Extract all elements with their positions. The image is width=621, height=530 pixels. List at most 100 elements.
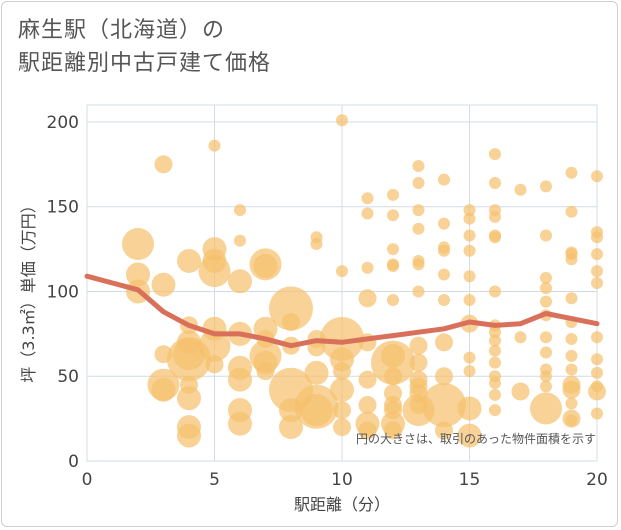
chart-title-line-2: 駅距離別中古戸建て価格 [18, 51, 272, 76]
bubble-point [565, 253, 578, 266]
bubble-point [177, 423, 201, 448]
bubble-point [489, 404, 501, 417]
bubble-point [463, 270, 476, 283]
bubble-point [228, 367, 252, 392]
bubble-point [333, 418, 351, 437]
bubble-point [463, 365, 476, 378]
bubble-point [438, 293, 450, 306]
bubble-point [489, 231, 501, 244]
bubble-point [384, 367, 402, 386]
bubble-point [371, 340, 415, 385]
bubble-point [438, 173, 450, 186]
x-axis-title: 駅距離（分） [294, 495, 390, 514]
bubble-point [310, 238, 323, 251]
x-tick-label: 0 [82, 470, 93, 490]
bubble-point [435, 367, 453, 386]
bubble-point [511, 382, 530, 401]
bubble-point [489, 344, 501, 357]
bubble-point [457, 396, 482, 421]
bubble-point [198, 329, 231, 362]
bubble-point [282, 312, 300, 331]
bubble-point [457, 423, 482, 448]
bubble-point [435, 421, 453, 440]
bubble-point [591, 407, 603, 420]
bubble-point [253, 254, 278, 279]
bubble-point [256, 362, 275, 381]
bubble-point [228, 269, 252, 294]
bubble-point [387, 188, 399, 201]
bubble-point [565, 363, 578, 376]
bubble-point [463, 351, 476, 364]
average-price-line [84, 273, 600, 349]
bubble-point [177, 386, 201, 411]
bubble-point [489, 285, 501, 298]
bubble-point [540, 331, 552, 344]
bubble-point [588, 382, 606, 401]
bubble-point [412, 176, 425, 189]
bubble-point [591, 353, 603, 366]
bubble-point [234, 204, 246, 217]
bubble-point [208, 139, 221, 152]
bubble-point [565, 166, 578, 179]
chart-title-line-1: 麻生駅（北海道）の [18, 18, 226, 43]
y-axis-title: 坪（3.3㎡）単価（万円） [19, 197, 38, 382]
chart-title: 麻生駅（北海道）の 駅距離別中古戸建て価格 [18, 14, 271, 80]
bubble-point [122, 228, 154, 261]
bubble-point [540, 295, 552, 308]
bubble-point [387, 243, 399, 256]
y-tick-label: 0 [68, 452, 79, 472]
tick-labels: 0 50 100 150 200 0 5 10 15 20 [47, 113, 608, 490]
bubble-point [387, 209, 399, 222]
bubble-point [333, 362, 351, 381]
bubble-point [234, 234, 246, 247]
bubble-point [151, 272, 176, 297]
bubble-point [591, 231, 603, 244]
bubble-point [591, 265, 603, 278]
bubble-point [358, 370, 377, 389]
bubble-point [489, 377, 501, 390]
bubble-point [333, 401, 351, 420]
bubble-point [565, 414, 578, 427]
bubble-point [151, 377, 176, 402]
bubble-point [591, 366, 603, 379]
bubble-point [540, 271, 552, 284]
bubble-size-note: 円の大きさは、取引のあった物件面積を示す [356, 431, 596, 446]
bubble-point [320, 316, 364, 361]
bubble-point [489, 176, 501, 189]
y-tick-label: 50 [57, 367, 79, 387]
bubble-point [409, 353, 428, 372]
bubble-point [412, 222, 425, 235]
bubble-layer [122, 114, 606, 448]
bubble-point [177, 248, 201, 273]
bubble-point [463, 244, 476, 257]
bubble-point [591, 248, 603, 261]
bubble-point [330, 377, 354, 402]
y-tick-label: 150 [47, 198, 79, 218]
bubble-point [530, 392, 562, 425]
average-line-layer [84, 273, 600, 349]
bubble-point [336, 265, 348, 278]
x-tick-label: 15 [459, 470, 481, 490]
bubble-point [540, 180, 552, 193]
bubble-point [565, 292, 578, 305]
bubble-point [565, 397, 578, 410]
bubble-point [412, 258, 425, 271]
bubble-point [489, 210, 501, 223]
bubble-point [304, 360, 329, 385]
bubble-point [361, 261, 374, 274]
bubble-point [489, 326, 501, 339]
bubble-point [565, 349, 578, 362]
bubble-point [438, 268, 450, 281]
bubble-point [409, 336, 428, 355]
bubble-point [205, 355, 224, 374]
bubble-point [591, 277, 603, 289]
bubble-point [269, 286, 313, 331]
bubble-point [591, 170, 603, 183]
bubble-point [279, 415, 303, 440]
bubble-point [489, 356, 501, 369]
bubble-point [300, 394, 333, 427]
bubble-point [412, 160, 425, 173]
bubble-point [540, 370, 552, 383]
